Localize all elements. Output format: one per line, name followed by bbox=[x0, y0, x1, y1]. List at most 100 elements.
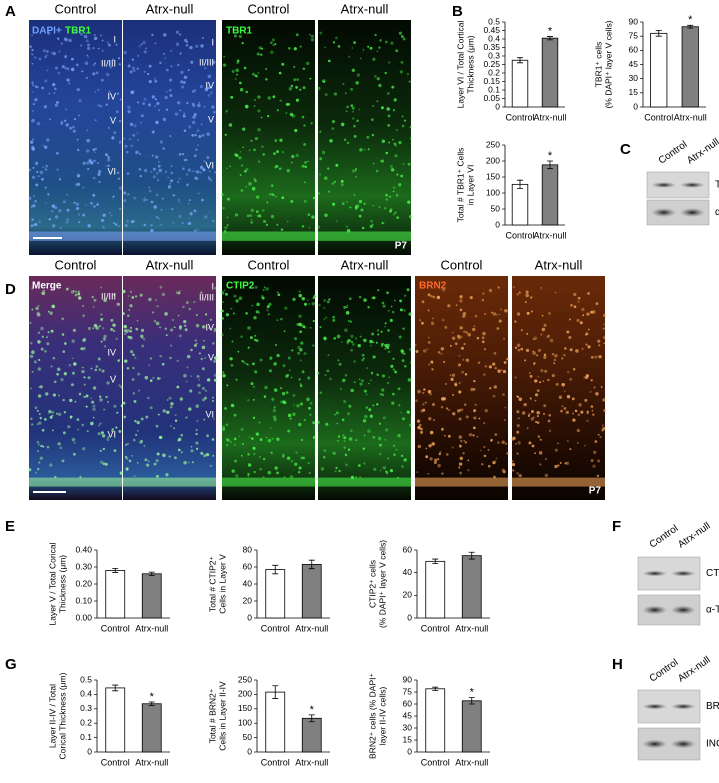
cell bbox=[112, 323, 116, 327]
cell bbox=[462, 452, 465, 455]
cell bbox=[43, 289, 45, 292]
cell bbox=[577, 300, 580, 303]
cell bbox=[372, 204, 375, 207]
cell bbox=[222, 371, 225, 374]
cell bbox=[180, 80, 184, 84]
cell bbox=[298, 314, 302, 318]
cell bbox=[35, 85, 38, 89]
cell bbox=[384, 40, 388, 44]
cell bbox=[312, 344, 315, 347]
cell bbox=[76, 138, 79, 141]
cell bbox=[200, 291, 203, 294]
cell bbox=[178, 291, 181, 294]
cell bbox=[354, 169, 357, 172]
cell bbox=[57, 37, 60, 40]
cell bbox=[94, 368, 98, 372]
cell bbox=[42, 445, 45, 448]
cell bbox=[28, 196, 32, 200]
cell bbox=[203, 454, 207, 458]
cell bbox=[209, 179, 213, 182]
cell bbox=[179, 52, 182, 55]
cell bbox=[303, 419, 306, 422]
cell bbox=[257, 160, 261, 163]
cell bbox=[386, 346, 390, 350]
micrograph bbox=[318, 276, 411, 500]
cell bbox=[301, 370, 305, 374]
cell bbox=[73, 31, 76, 34]
cell bbox=[565, 410, 569, 415]
cell bbox=[197, 103, 201, 108]
cell bbox=[130, 350, 134, 354]
cell bbox=[443, 360, 446, 363]
cell bbox=[501, 369, 503, 371]
cell bbox=[532, 350, 535, 353]
cell bbox=[71, 437, 76, 442]
cell bbox=[288, 369, 291, 372]
cell bbox=[259, 438, 263, 441]
cell bbox=[336, 220, 338, 223]
cell bbox=[45, 164, 49, 168]
cell bbox=[319, 31, 323, 35]
cell bbox=[420, 430, 424, 434]
cell bbox=[332, 202, 336, 206]
cell bbox=[273, 362, 277, 366]
cell bbox=[190, 348, 193, 352]
cell bbox=[287, 413, 292, 418]
cell bbox=[355, 168, 357, 171]
cell bbox=[75, 202, 80, 207]
cell bbox=[355, 175, 358, 178]
cell bbox=[459, 295, 463, 299]
cell bbox=[235, 68, 239, 73]
cell bbox=[170, 171, 173, 175]
cell bbox=[512, 286, 515, 289]
cell bbox=[384, 322, 387, 325]
cell bbox=[336, 334, 341, 339]
significance: * bbox=[310, 704, 315, 716]
cell bbox=[454, 383, 458, 387]
cell bbox=[157, 164, 161, 168]
cell bbox=[120, 404, 124, 408]
cell bbox=[358, 108, 360, 111]
cell bbox=[226, 109, 228, 112]
cell bbox=[205, 313, 208, 316]
cell bbox=[50, 209, 54, 213]
y-tick-label: 0.1 bbox=[488, 84, 500, 94]
cell bbox=[200, 44, 204, 48]
cell bbox=[154, 79, 158, 83]
cell bbox=[343, 400, 347, 404]
cell bbox=[350, 340, 354, 344]
bar bbox=[461, 700, 482, 753]
cell bbox=[456, 409, 461, 413]
cell bbox=[474, 403, 477, 406]
cell bbox=[444, 325, 448, 329]
cell bbox=[239, 150, 242, 153]
cell bbox=[496, 327, 500, 331]
cell bbox=[587, 328, 590, 331]
cell bbox=[378, 452, 382, 456]
cell bbox=[229, 327, 232, 330]
cell bbox=[473, 325, 476, 328]
cell bbox=[87, 46, 91, 51]
cell bbox=[56, 367, 61, 372]
cell bbox=[358, 214, 362, 218]
cell bbox=[566, 440, 569, 443]
cell bbox=[78, 296, 82, 300]
cell bbox=[530, 310, 534, 313]
band-label: CTIP2 bbox=[706, 568, 719, 579]
cell bbox=[294, 337, 298, 341]
cell bbox=[165, 473, 169, 477]
cell bbox=[351, 169, 355, 173]
cell bbox=[297, 345, 301, 350]
cell bbox=[181, 222, 184, 224]
cell bbox=[83, 383, 86, 386]
y-tick-label: 0 bbox=[247, 746, 252, 756]
cell bbox=[225, 423, 229, 426]
cell bbox=[78, 99, 82, 103]
cell bbox=[51, 429, 54, 432]
cell bbox=[445, 453, 449, 456]
cell bbox=[123, 329, 127, 333]
cell bbox=[61, 65, 65, 69]
cell bbox=[400, 35, 404, 38]
cell bbox=[74, 293, 78, 297]
cell bbox=[325, 316, 328, 319]
